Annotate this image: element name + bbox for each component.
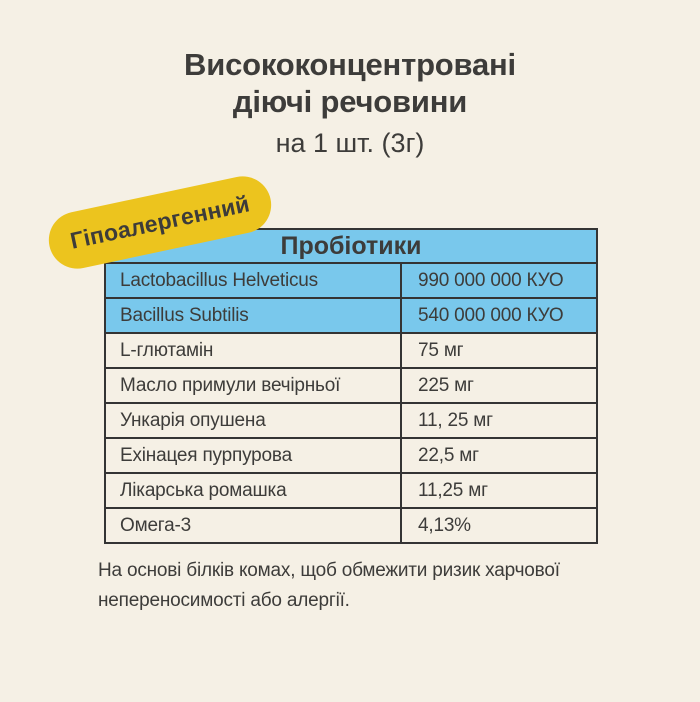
- ingredient-name: Lactobacillus Helveticus: [106, 264, 402, 297]
- ingredient-value: 540 000 000 КУО: [418, 304, 564, 326]
- footer-note: На основі білків комах, щоб обмежити риз…: [98, 560, 560, 611]
- ingredient-value: 75 мг: [418, 339, 464, 361]
- table-header-probiotics: Пробіотики: [106, 230, 596, 264]
- ingredient-name: L-глютамін: [106, 334, 402, 367]
- ingredient-value: 4,13%: [418, 514, 471, 536]
- table-row: Bacillus Subtilis 540 000 000 КУО: [106, 299, 596, 334]
- ingredient-name: Лікарська ромашка: [106, 474, 402, 507]
- page-subtitle: на 1 шт. (3г): [275, 128, 425, 158]
- table-row: Масло примули вечірньої 225 мг: [106, 369, 596, 404]
- ingredient-value: 11,25 мг: [418, 479, 488, 501]
- table-row: Lactobacillus Helveticus 990 000 000 КУО: [106, 264, 596, 299]
- page-title: Висококонцентровані діючі речовини на 1 …: [0, 46, 700, 159]
- table-row: Лікарська ромашка 11,25 мг: [106, 474, 596, 509]
- table-row: Ункарія опушена 11, 25 мг: [106, 404, 596, 439]
- ingredient-name: Ехінацея пурпурова: [106, 439, 402, 472]
- ingredient-name: Масло примули вечірньої: [106, 369, 402, 402]
- ingredient-value: 225 мг: [418, 374, 474, 396]
- ingredient-value: 11, 25 мг: [418, 409, 493, 431]
- page-title-line1: Висококонцентровані: [184, 47, 516, 82]
- ingredient-value: 990 000 000 КУО: [418, 269, 564, 291]
- table-row: Омега-3 4,13%: [106, 509, 596, 542]
- table-row: L-глютамін 75 мг: [106, 334, 596, 369]
- ingredient-value: 22,5 мг: [418, 444, 479, 466]
- page-title-line2: діючі речовини: [232, 84, 468, 119]
- nutrition-table-body: Lactobacillus Helveticus 990 000 000 КУО…: [106, 264, 596, 542]
- ingredient-name: Ункарія опушена: [106, 404, 402, 437]
- ingredient-name: Bacillus Subtilis: [106, 299, 402, 332]
- nutrition-table: Пробіотики Lactobacillus Helveticus 990 …: [104, 228, 598, 544]
- table-row: Ехінацея пурпурова 22,5 мг: [106, 439, 596, 474]
- ingredient-name: Омега-3: [106, 509, 402, 542]
